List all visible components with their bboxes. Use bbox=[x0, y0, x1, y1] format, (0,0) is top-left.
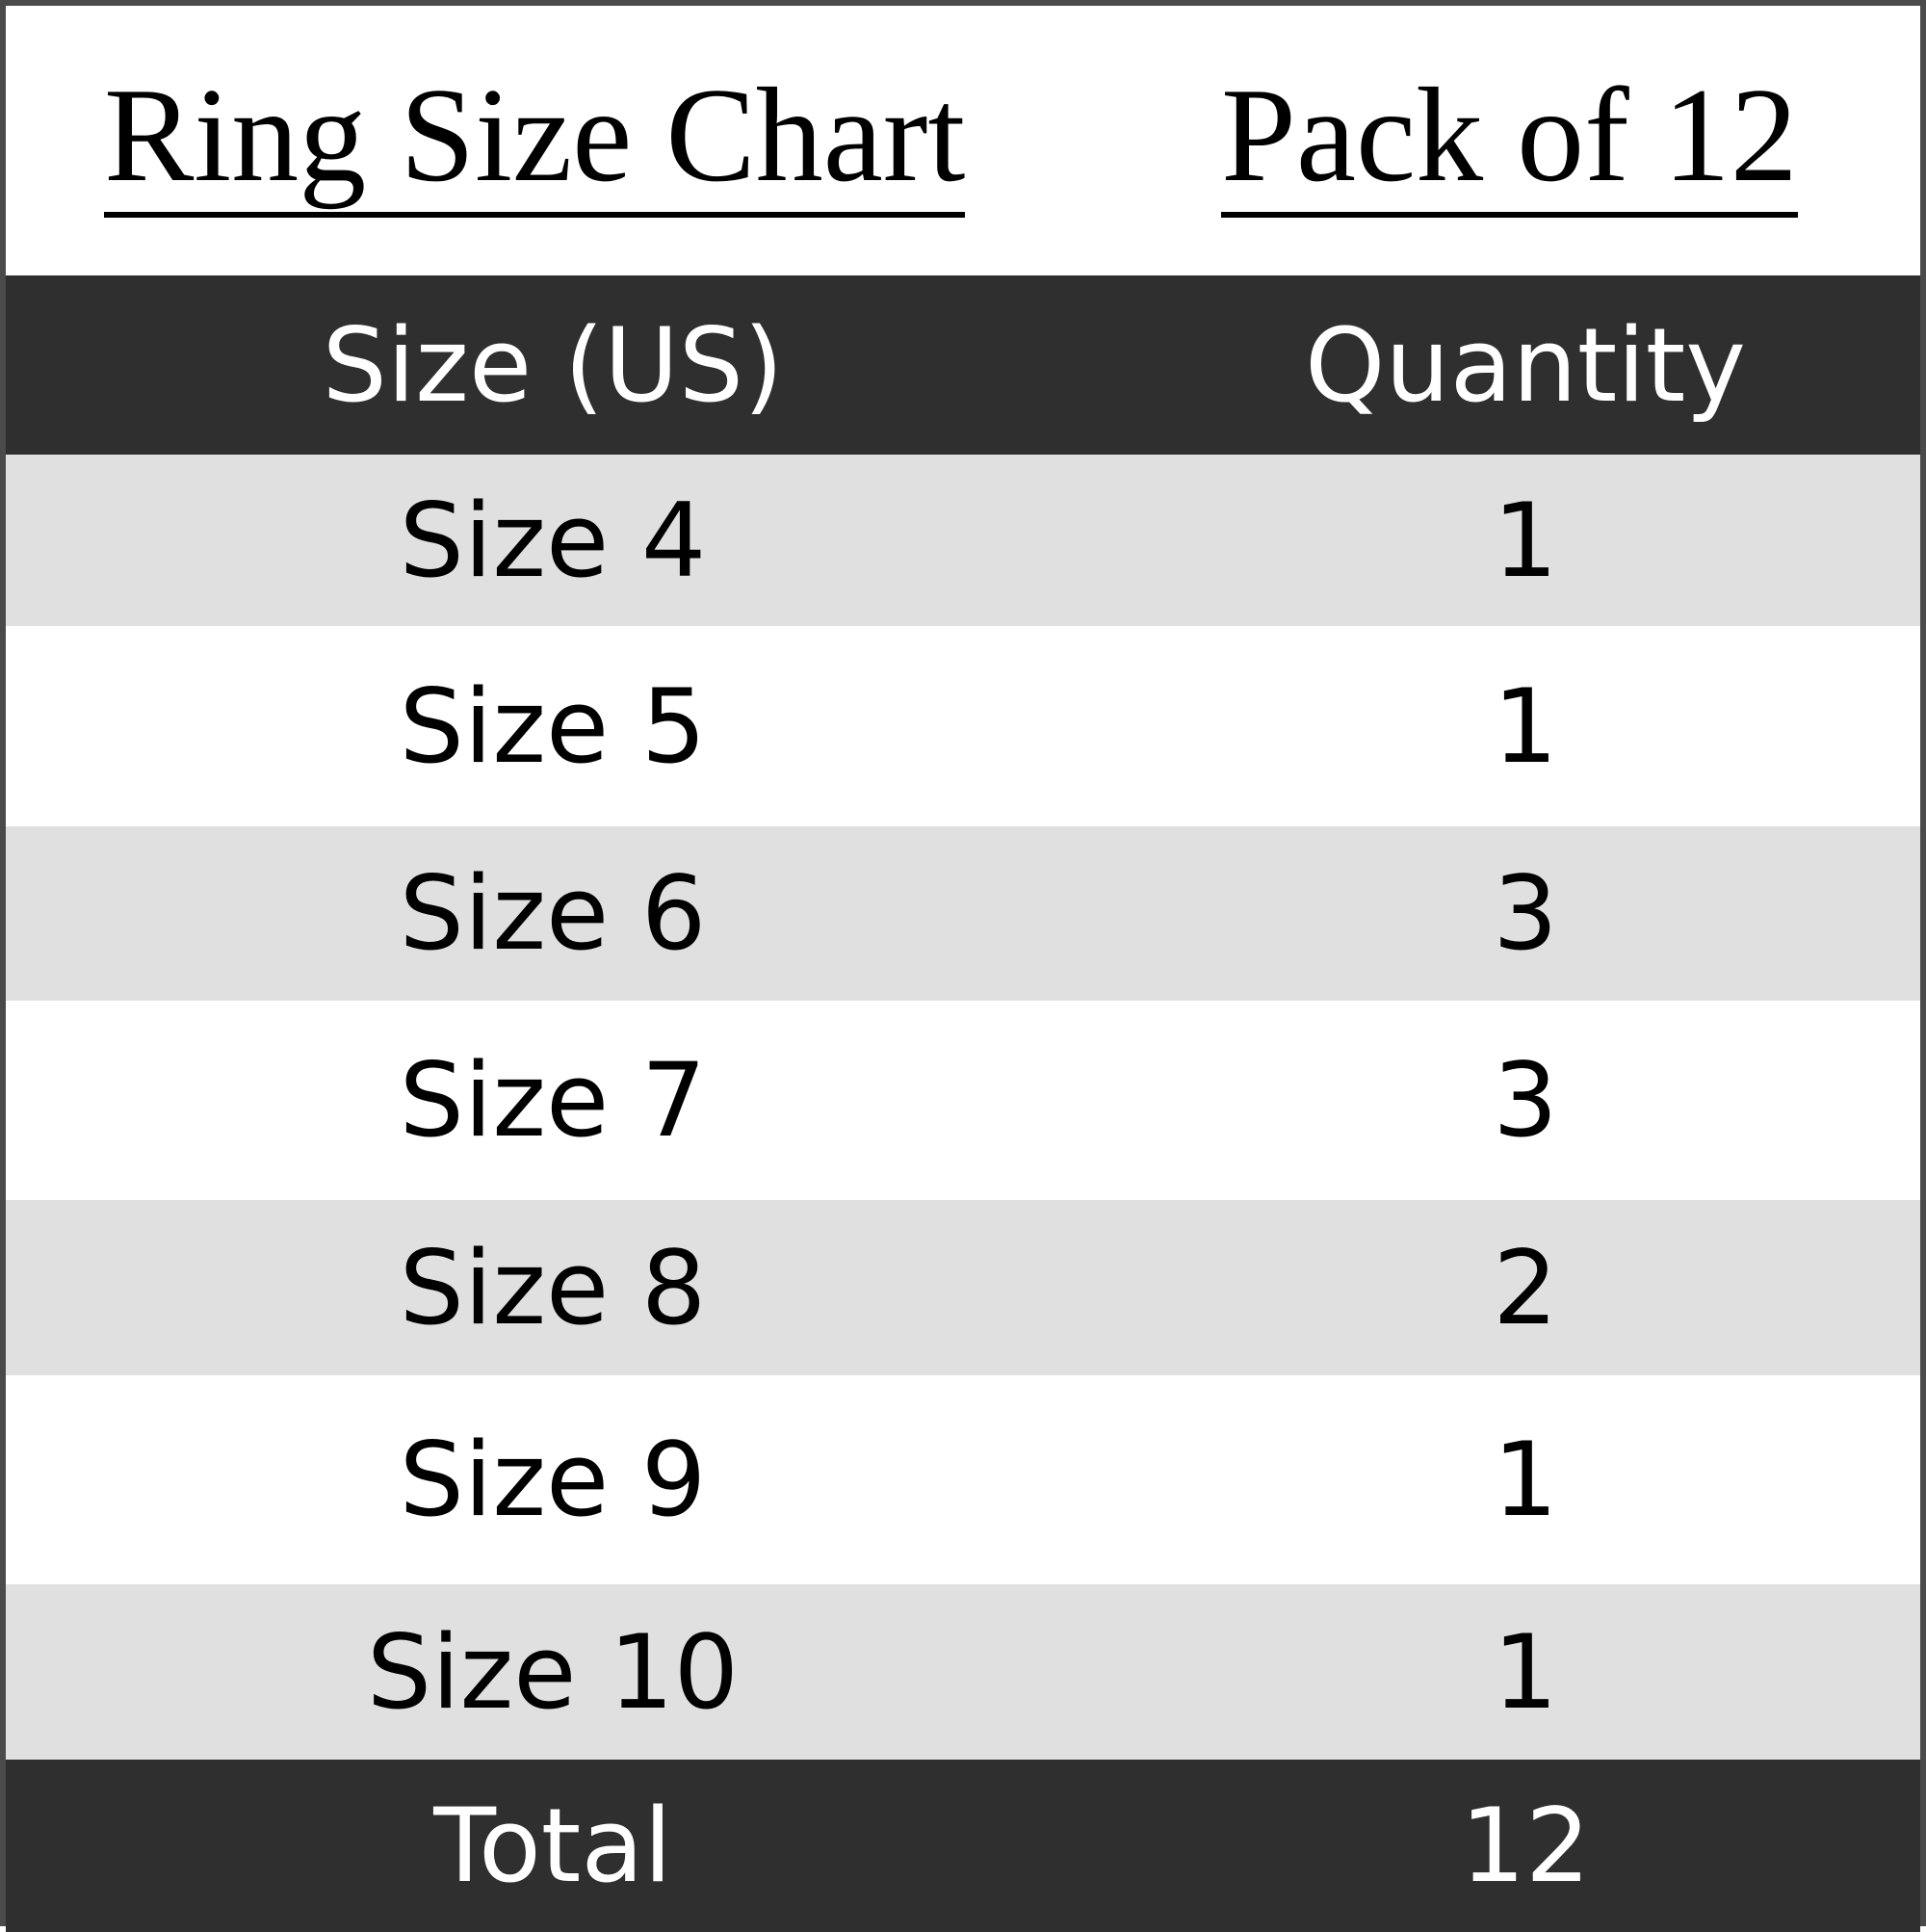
total-value: 12 bbox=[1460, 1787, 1591, 1905]
table-row: Size 4 1 bbox=[6, 455, 1920, 626]
pack-label: Pack of 12 bbox=[1221, 6, 1798, 275]
table-row: Size 5 1 bbox=[6, 626, 1920, 826]
size-cell: Size 9 bbox=[399, 1421, 707, 1539]
quantity-cell: 3 bbox=[1493, 854, 1558, 973]
quantity-cell: 3 bbox=[1493, 1041, 1558, 1160]
quantity-cell: 1 bbox=[1493, 1421, 1558, 1539]
table-row: Size 6 3 bbox=[6, 826, 1920, 1001]
quantity-cell: 1 bbox=[1493, 481, 1558, 600]
table-row: Size 8 2 bbox=[6, 1200, 1920, 1375]
size-cell: Size 7 bbox=[399, 1041, 707, 1160]
chart-title-text: Ring Size Chart bbox=[104, 65, 966, 218]
size-cell: Size 8 bbox=[399, 1228, 707, 1347]
header-size: Size (US) bbox=[322, 305, 784, 425]
total-row: Total 12 bbox=[6, 1760, 1920, 1932]
table-row: Size 10 1 bbox=[6, 1584, 1920, 1760]
total-label: Total bbox=[433, 1787, 672, 1905]
quantity-cell: 1 bbox=[1493, 666, 1558, 786]
pack-label-text: Pack of 12 bbox=[1221, 65, 1798, 218]
table-row: Size 7 3 bbox=[6, 1001, 1920, 1200]
quantity-cell: 2 bbox=[1493, 1228, 1558, 1347]
size-cell: Size 10 bbox=[366, 1612, 740, 1732]
table-row: Size 9 1 bbox=[6, 1375, 1920, 1584]
quantity-cell: 1 bbox=[1493, 1612, 1558, 1732]
size-cell: Size 5 bbox=[399, 666, 707, 786]
header-quantity: Quantity bbox=[1304, 305, 1747, 425]
size-cell: Size 6 bbox=[399, 854, 707, 973]
size-cell: Size 4 bbox=[399, 481, 707, 600]
table-header: Size (US) Quantity bbox=[6, 275, 1920, 455]
chart-title: Ring Size Chart bbox=[104, 6, 966, 275]
